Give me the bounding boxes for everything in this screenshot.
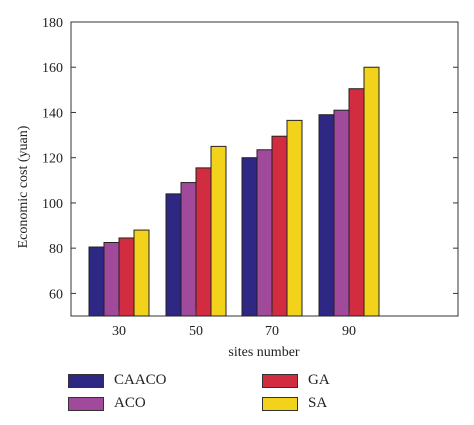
bar-ga-30 <box>118 237 135 317</box>
bar-ga-70 <box>271 135 288 317</box>
legend-swatch <box>68 396 104 411</box>
legend-swatch <box>262 373 298 388</box>
bar-sa-30 <box>133 229 150 317</box>
y-tick-label: 100 <box>42 197 63 212</box>
y-tick-label: 160 <box>42 61 63 76</box>
bar-aco-90 <box>333 109 350 317</box>
bar-caaco-70 <box>241 157 258 317</box>
y-tick-label: 60 <box>49 287 63 302</box>
bar-aco-30 <box>103 242 120 317</box>
bar-ga-50 <box>195 167 212 317</box>
x-tick-label: 30 <box>112 324 126 339</box>
bar-group <box>88 66 380 317</box>
bar-aco-70 <box>256 149 273 317</box>
bar-caaco-50 <box>165 193 182 317</box>
x-axis-label: sites number <box>228 345 299 360</box>
y-axis-label: Economic cost (yuan) <box>16 125 31 248</box>
legend-label: SA <box>308 395 328 411</box>
legend-item-aco: ACO <box>68 395 146 412</box>
bar-aco-50 <box>180 182 197 317</box>
y-axis-ticks: 60 80 100 120 140 160 180 <box>42 16 458 302</box>
bar-caaco-90 <box>318 114 335 317</box>
legend-label: ACO <box>114 395 146 411</box>
y-tick-label: 140 <box>42 106 63 121</box>
bar-sa-70 <box>286 119 303 317</box>
bar-ga-90 <box>348 88 365 317</box>
x-tick-label: 90 <box>342 324 356 339</box>
bar-sa-90 <box>363 66 380 317</box>
legend-label: CAACO <box>114 372 167 388</box>
y-tick-label: 120 <box>42 152 63 167</box>
legend-item-caaco: CAACO <box>68 372 167 389</box>
legend-item-sa: SA <box>262 395 327 412</box>
legend-swatch <box>68 373 104 388</box>
legend-item-ga: GA <box>262 372 330 389</box>
bar-sa-50 <box>210 145 227 317</box>
legend-swatch <box>262 396 298 411</box>
x-tick-label: 50 <box>189 324 203 339</box>
legend-label: GA <box>308 372 330 388</box>
y-tick-label: 180 <box>42 16 63 31</box>
y-tick-label: 80 <box>49 242 63 257</box>
x-tick-label: 70 <box>265 324 279 339</box>
bar-caaco-30 <box>88 246 105 317</box>
x-axis-ticks: 30 50 70 90 <box>112 311 356 339</box>
